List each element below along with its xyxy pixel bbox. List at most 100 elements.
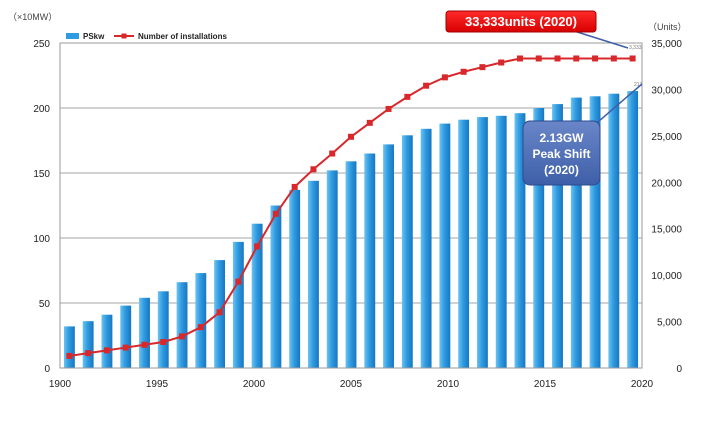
x-tick-label: 2005 xyxy=(340,379,363,390)
y-axis-right: 0 5,000 10,000 15,000 20,000 25,000 30,000 35,0… xyxy=(651,39,682,375)
legend-swatch-installations-marker xyxy=(121,33,127,39)
y-right-tick-label: 20,000 xyxy=(651,178,682,189)
bar-pskw xyxy=(157,291,169,368)
point-installations xyxy=(216,309,223,316)
y-left-tick-label: 250 xyxy=(33,39,50,50)
point-installations xyxy=(366,119,373,126)
gw-callout-line3: (2020) xyxy=(544,163,579,177)
point-installations xyxy=(122,344,129,351)
bar-pskw xyxy=(232,241,244,368)
units-callout-pointer xyxy=(573,30,629,49)
bar-pskw xyxy=(120,305,132,368)
y-axis-left: 0 50 100 150 200 250 xyxy=(33,39,50,375)
point-installations xyxy=(629,55,636,62)
y-right-unit-label: （Units） xyxy=(648,22,687,32)
point-installations xyxy=(573,55,580,62)
point-installations xyxy=(441,74,448,81)
point-installations xyxy=(179,333,186,340)
point-installations xyxy=(103,347,110,354)
y-right-tick-label: 10,000 xyxy=(651,271,682,282)
bar-pskw xyxy=(420,128,432,368)
units-callout-text: 33,333units (2020) xyxy=(465,14,577,29)
end-label-line: 3,333 xyxy=(629,45,642,51)
point-installations xyxy=(348,133,354,140)
y-right-tick-label: 30,000 xyxy=(651,85,682,96)
bar-pskw xyxy=(326,170,338,368)
bar-pskw xyxy=(289,189,301,368)
point-installations xyxy=(460,68,467,75)
y-right-tick-label: 5,000 xyxy=(657,318,682,329)
point-installations xyxy=(516,55,523,62)
bar-pskw xyxy=(383,144,394,368)
bar-pskw xyxy=(63,326,75,368)
bar-pskw xyxy=(101,314,113,368)
line-series-installations xyxy=(66,55,636,359)
legend-label-pskw: PSkw xyxy=(83,32,105,41)
x-tick-label: 2010 xyxy=(437,379,460,390)
gw-callout-box xyxy=(522,120,601,186)
point-installations xyxy=(141,341,148,348)
x-tick-label: 2020 xyxy=(631,379,654,390)
legend-swatch-pskw xyxy=(66,33,79,39)
bar-pskw xyxy=(608,93,620,368)
point-installations xyxy=(235,278,242,285)
plot-area-frame xyxy=(59,42,643,369)
y-right-tick-label: 0 xyxy=(676,364,682,375)
bar-pskw xyxy=(495,115,507,368)
x-tick-label: 1900 xyxy=(49,379,72,390)
bar-series-pskw xyxy=(63,91,639,369)
bar-pskw xyxy=(401,135,413,368)
bar-pskw xyxy=(176,282,188,368)
y-left-tick-label: 100 xyxy=(33,234,50,245)
point-installations xyxy=(498,59,505,66)
y-left-unit-label: （×10MW） xyxy=(8,12,57,22)
bar-pskw xyxy=(476,117,488,368)
bar-pskw xyxy=(82,321,94,368)
point-installations xyxy=(535,55,542,62)
point-installations xyxy=(272,210,279,217)
x-tick-label: 2000 xyxy=(243,379,266,390)
y-right-tick-label: 25,000 xyxy=(651,132,682,143)
point-installations xyxy=(291,183,298,190)
point-installations xyxy=(254,243,261,250)
y-right-tick-label: 15,000 xyxy=(651,225,682,236)
bar-pskw xyxy=(589,96,601,369)
bar-pskw xyxy=(195,273,207,368)
units-callout: 33,333units (2020) xyxy=(445,10,629,49)
y-right-tick-label: 35,000 xyxy=(651,39,682,50)
bar-pskw xyxy=(514,113,526,368)
bar-pskw xyxy=(251,223,263,368)
y-left-tick-label: 50 xyxy=(39,299,51,310)
point-installations xyxy=(423,82,430,89)
point-installations xyxy=(404,93,411,100)
bar-pskw xyxy=(570,97,582,368)
y-left-tick-label: 0 xyxy=(44,364,50,375)
end-label-bar: 213 xyxy=(634,82,643,88)
point-installations xyxy=(554,55,561,62)
point-installations xyxy=(329,150,336,157)
gw-callout-line1: 2.13GW xyxy=(539,131,584,145)
point-installations xyxy=(385,105,392,112)
bar-pskw xyxy=(270,205,282,368)
point-installations xyxy=(85,350,92,357)
bar-pskw xyxy=(139,297,150,368)
point-installations xyxy=(479,64,486,71)
bar-pskw xyxy=(364,153,376,368)
point-installations xyxy=(197,324,204,331)
x-tick-label: 2015 xyxy=(534,379,557,390)
y-left-tick-label: 150 xyxy=(33,169,50,180)
y-left-tick-label: 200 xyxy=(33,104,50,115)
bar-pskw xyxy=(308,180,319,368)
point-installations xyxy=(66,352,73,359)
gw-callout-line2: Peak Shift xyxy=(532,147,590,161)
bar-pskw xyxy=(552,104,563,368)
legend-label-installations: Number of installations xyxy=(138,32,227,41)
point-installations xyxy=(310,166,317,173)
point-installations xyxy=(160,339,167,345)
units-callout-box xyxy=(445,10,597,33)
point-installations xyxy=(592,55,599,62)
bar-pskw xyxy=(627,91,639,368)
gw-callout: 2.13GW Peak Shift (2020) xyxy=(522,83,643,186)
bar-pskw xyxy=(458,119,470,368)
